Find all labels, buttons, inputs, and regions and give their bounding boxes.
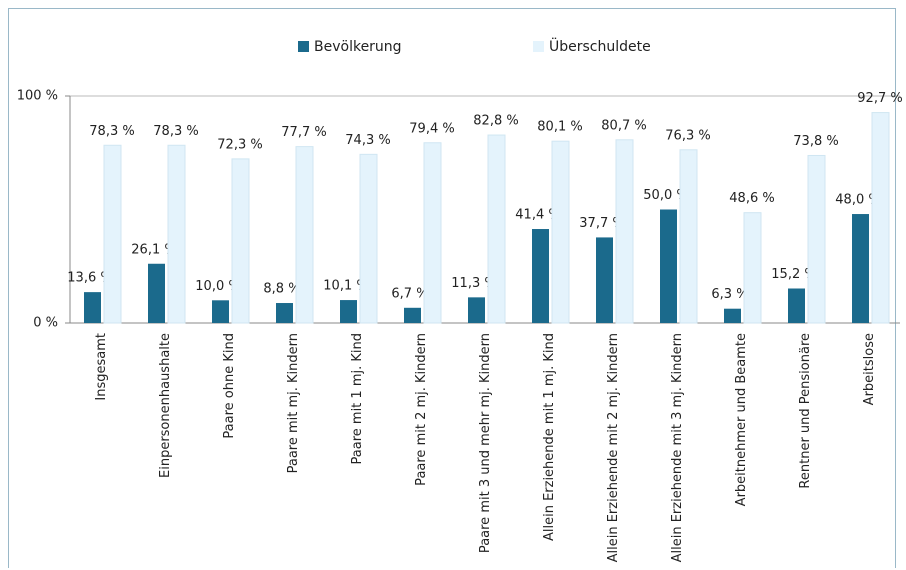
x-tick-label: Paare ohne Kind	[222, 333, 237, 439]
value-label: 48,0 %	[835, 193, 880, 208]
bar	[532, 229, 549, 323]
value-label: 6,7 %	[391, 286, 428, 301]
value-label: 8,8 %	[263, 282, 300, 297]
legend-label: Bevölkerung	[314, 39, 402, 55]
x-tick-label: Arbeitslose	[862, 333, 877, 406]
value-label: 37,7 %	[579, 216, 624, 231]
bar	[660, 209, 677, 323]
legend-label: Überschuldete	[549, 37, 651, 55]
bar	[212, 300, 229, 323]
value-label: 6,3 %	[711, 287, 748, 302]
value-label: 11,3 %	[451, 276, 496, 291]
bar	[276, 303, 293, 323]
value-label: 73,8 %	[793, 134, 838, 149]
bar	[295, 146, 314, 324]
value-label: 78,3 %	[89, 124, 134, 139]
value-label: 74,3 %	[345, 133, 390, 148]
bar	[596, 237, 613, 323]
value-label: 48,6 %	[729, 191, 774, 206]
y-tick-label: 100 %	[17, 89, 58, 104]
bar	[487, 134, 506, 324]
bar	[468, 297, 485, 323]
bar	[788, 288, 805, 323]
legend-swatch	[533, 41, 544, 52]
x-tick-label: Paare mit 1 mj. Kind	[350, 333, 365, 465]
x-tick-label: Paare mit 2 mj. Kindern	[414, 333, 429, 486]
value-label: 79,4 %	[409, 121, 454, 136]
value-label: 41,4 %	[515, 208, 560, 223]
value-label: 77,7 %	[281, 125, 326, 140]
bar	[423, 142, 442, 324]
x-tick-label: Paare mit mj. Kindern	[286, 333, 301, 474]
value-label: 78,3 %	[153, 124, 198, 139]
bar	[340, 300, 357, 323]
value-label: 80,7 %	[601, 118, 646, 133]
value-label: 82,8 %	[473, 114, 518, 129]
bar	[103, 144, 122, 324]
bar	[551, 140, 570, 324]
bar	[167, 144, 186, 324]
legend-swatch	[298, 41, 309, 52]
x-tick-label: Rentner und Pensionäre	[798, 333, 813, 489]
bar	[679, 149, 698, 324]
value-label: 13,6 %	[67, 271, 112, 286]
x-tick-label: Arbeitnehmer und Beamte	[734, 333, 749, 507]
x-tick-label: Insgesamt	[94, 333, 109, 401]
value-label: 72,3 %	[217, 137, 262, 152]
x-tick-label: Allein Erziehende mit 3 mj. Kindern	[670, 333, 685, 563]
bar	[231, 158, 250, 324]
value-label: 26,1 %	[131, 242, 176, 257]
y-tick-label: 0 %	[33, 316, 58, 331]
bar	[724, 308, 741, 323]
chart-frame	[8, 8, 896, 568]
bar	[743, 212, 762, 324]
bar	[807, 154, 826, 324]
bar	[148, 263, 165, 323]
bar	[852, 214, 869, 323]
value-label: 50,0 %	[643, 188, 688, 203]
bar	[615, 139, 634, 324]
value-label: 15,2 %	[771, 267, 816, 282]
x-tick-label: Allein Erziehende mit 2 mj. Kindern	[606, 333, 621, 563]
value-label: 80,1 %	[537, 120, 582, 135]
bar	[404, 307, 421, 323]
bar	[871, 112, 890, 324]
value-label: 76,3 %	[665, 128, 710, 143]
value-label: 92,7 %	[857, 91, 902, 106]
x-tick-label: Allein Erziehende mit 1 mj. Kind	[542, 333, 557, 542]
x-tick-label: Einpersonenhaushalte	[158, 333, 173, 478]
bar	[359, 153, 378, 324]
value-label: 10,1 %	[323, 279, 368, 294]
value-label: 10,0 %	[195, 279, 240, 294]
bar	[84, 292, 101, 323]
x-tick-label: Paare mit 3 und mehr mj. Kindern	[478, 333, 493, 554]
